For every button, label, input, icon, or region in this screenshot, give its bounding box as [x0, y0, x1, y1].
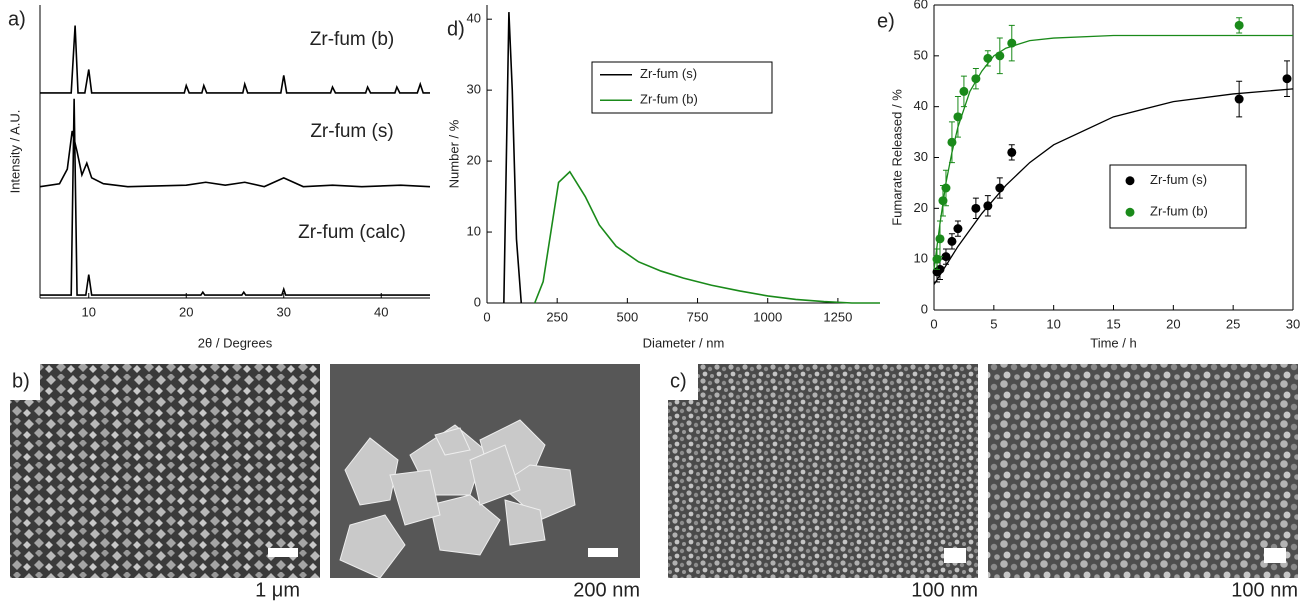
sem-image: [10, 364, 320, 578]
legend-label: Zr-fum (s): [640, 66, 697, 81]
point: [1007, 148, 1016, 157]
point: [959, 87, 968, 96]
y-tick-label: 40: [467, 11, 481, 26]
x-tick-label: 30: [277, 304, 291, 319]
legend-label: Zr-fum (s): [1150, 172, 1207, 187]
point: [1235, 21, 1244, 30]
point: [953, 224, 962, 233]
legend-marker: [1126, 176, 1135, 185]
panel-label: c): [670, 370, 687, 392]
y-tick-label: 60: [914, 0, 928, 11]
series-label: Zr-fum (calc): [298, 222, 406, 243]
point: [971, 204, 980, 213]
figure: b) c) 1 μm 200 nm 100 nm 100 nm a) 10 20 30…: [0, 0, 1306, 605]
point: [953, 112, 962, 121]
x-tick-label: 1250: [823, 309, 852, 324]
chart: d) 0 250 500 750 1000 1250 0 10 20 30 40 Diameter / …: [446, 5, 880, 350]
y-tick-label: 0: [921, 301, 928, 316]
x-tick-label: 15: [1106, 316, 1120, 331]
legend-label: Zr-fum (b): [1150, 204, 1208, 219]
x-tick-label: 250: [546, 309, 568, 324]
point: [947, 138, 956, 147]
point: [983, 54, 992, 63]
x-tick-label: 20: [179, 304, 193, 319]
y-tick-label: 30: [914, 149, 928, 164]
series-label: Zr-fum (b): [310, 29, 394, 50]
point: [1283, 74, 1292, 83]
scale-caption: 100 nm: [911, 579, 978, 601]
legend-label: Zr-fum (b): [640, 92, 698, 107]
scale-caption: 1 μm: [255, 579, 300, 601]
x-tick-label: 750: [687, 309, 709, 324]
point: [941, 184, 950, 193]
chart: e) 0 5 10 15 20 25 30 0 10 20 30 40 50 60 Time / h Fumar…: [877, 0, 1300, 350]
x-tick-label: 0: [483, 309, 490, 324]
point: [947, 237, 956, 246]
chart: a) 10 20 30 40 2θ / Degrees Intensity / A.U. Zr…: [7, 5, 430, 350]
point: [971, 74, 980, 83]
y-axis-label: Number / %: [446, 119, 461, 188]
sem-images: b) c) 1 μm 200 nm 100 nm 100 nm: [10, 364, 1298, 601]
y-tick-label: 30: [467, 82, 481, 97]
x-tick-label: 0: [930, 316, 937, 331]
point: [1007, 39, 1016, 48]
point: [935, 234, 944, 243]
x-tick-label: 5: [990, 316, 997, 331]
scale-bar: [944, 548, 966, 563]
y-tick-label: 50: [914, 47, 928, 62]
x-tick-label: 10: [82, 304, 96, 319]
scale-bar: [588, 548, 618, 557]
x-tick-label: 30: [1286, 316, 1300, 331]
y-axis-label: Intensity / A.U.: [7, 110, 22, 194]
y-tick-label: 40: [914, 98, 928, 113]
y-axis-label: Fumarate Released / %: [889, 89, 904, 226]
scale-caption: 100 nm: [1231, 579, 1298, 601]
x-axis-label: Diameter / nm: [643, 335, 725, 350]
panel-label: a): [8, 8, 26, 30]
scale-bar: [1264, 548, 1286, 563]
legend: Zr-fum (s) Zr-fum (b): [1110, 165, 1246, 228]
y-tick-label: 10: [914, 251, 928, 266]
point: [995, 184, 1004, 193]
point: [1235, 95, 1244, 104]
x-tick-label: 20: [1166, 316, 1180, 331]
y-tick-label: 20: [467, 153, 481, 168]
panel-label: b): [12, 370, 30, 392]
sem-image: [668, 364, 978, 578]
x-tick-label: 10: [1046, 316, 1060, 331]
x-tick-label: 40: [374, 304, 388, 319]
line: [535, 172, 880, 303]
sem-image: [988, 364, 1298, 578]
panel-label: e): [877, 10, 895, 32]
y-tick-label: 20: [914, 200, 928, 215]
x-axis-label: Time / h: [1090, 335, 1136, 350]
x-axis-label: 2θ / Degrees: [198, 335, 273, 350]
scale-caption: 200 nm: [573, 579, 640, 601]
scale-bar: [268, 548, 298, 557]
x-tick-label: 1000: [753, 309, 782, 324]
point: [995, 51, 1004, 60]
panel-label: d): [447, 18, 465, 40]
line: [934, 36, 1293, 270]
legend-marker: [1126, 208, 1135, 217]
x-tick-label: 500: [617, 309, 639, 324]
x-tick-label: 25: [1226, 316, 1240, 331]
series-label: Zr-fum (s): [310, 121, 393, 142]
y-tick-label: 10: [467, 223, 481, 238]
point: [983, 201, 992, 210]
line: [504, 12, 521, 303]
legend: Zr-fum (s) Zr-fum (b): [592, 62, 772, 113]
y-tick-label: 0: [474, 294, 481, 309]
